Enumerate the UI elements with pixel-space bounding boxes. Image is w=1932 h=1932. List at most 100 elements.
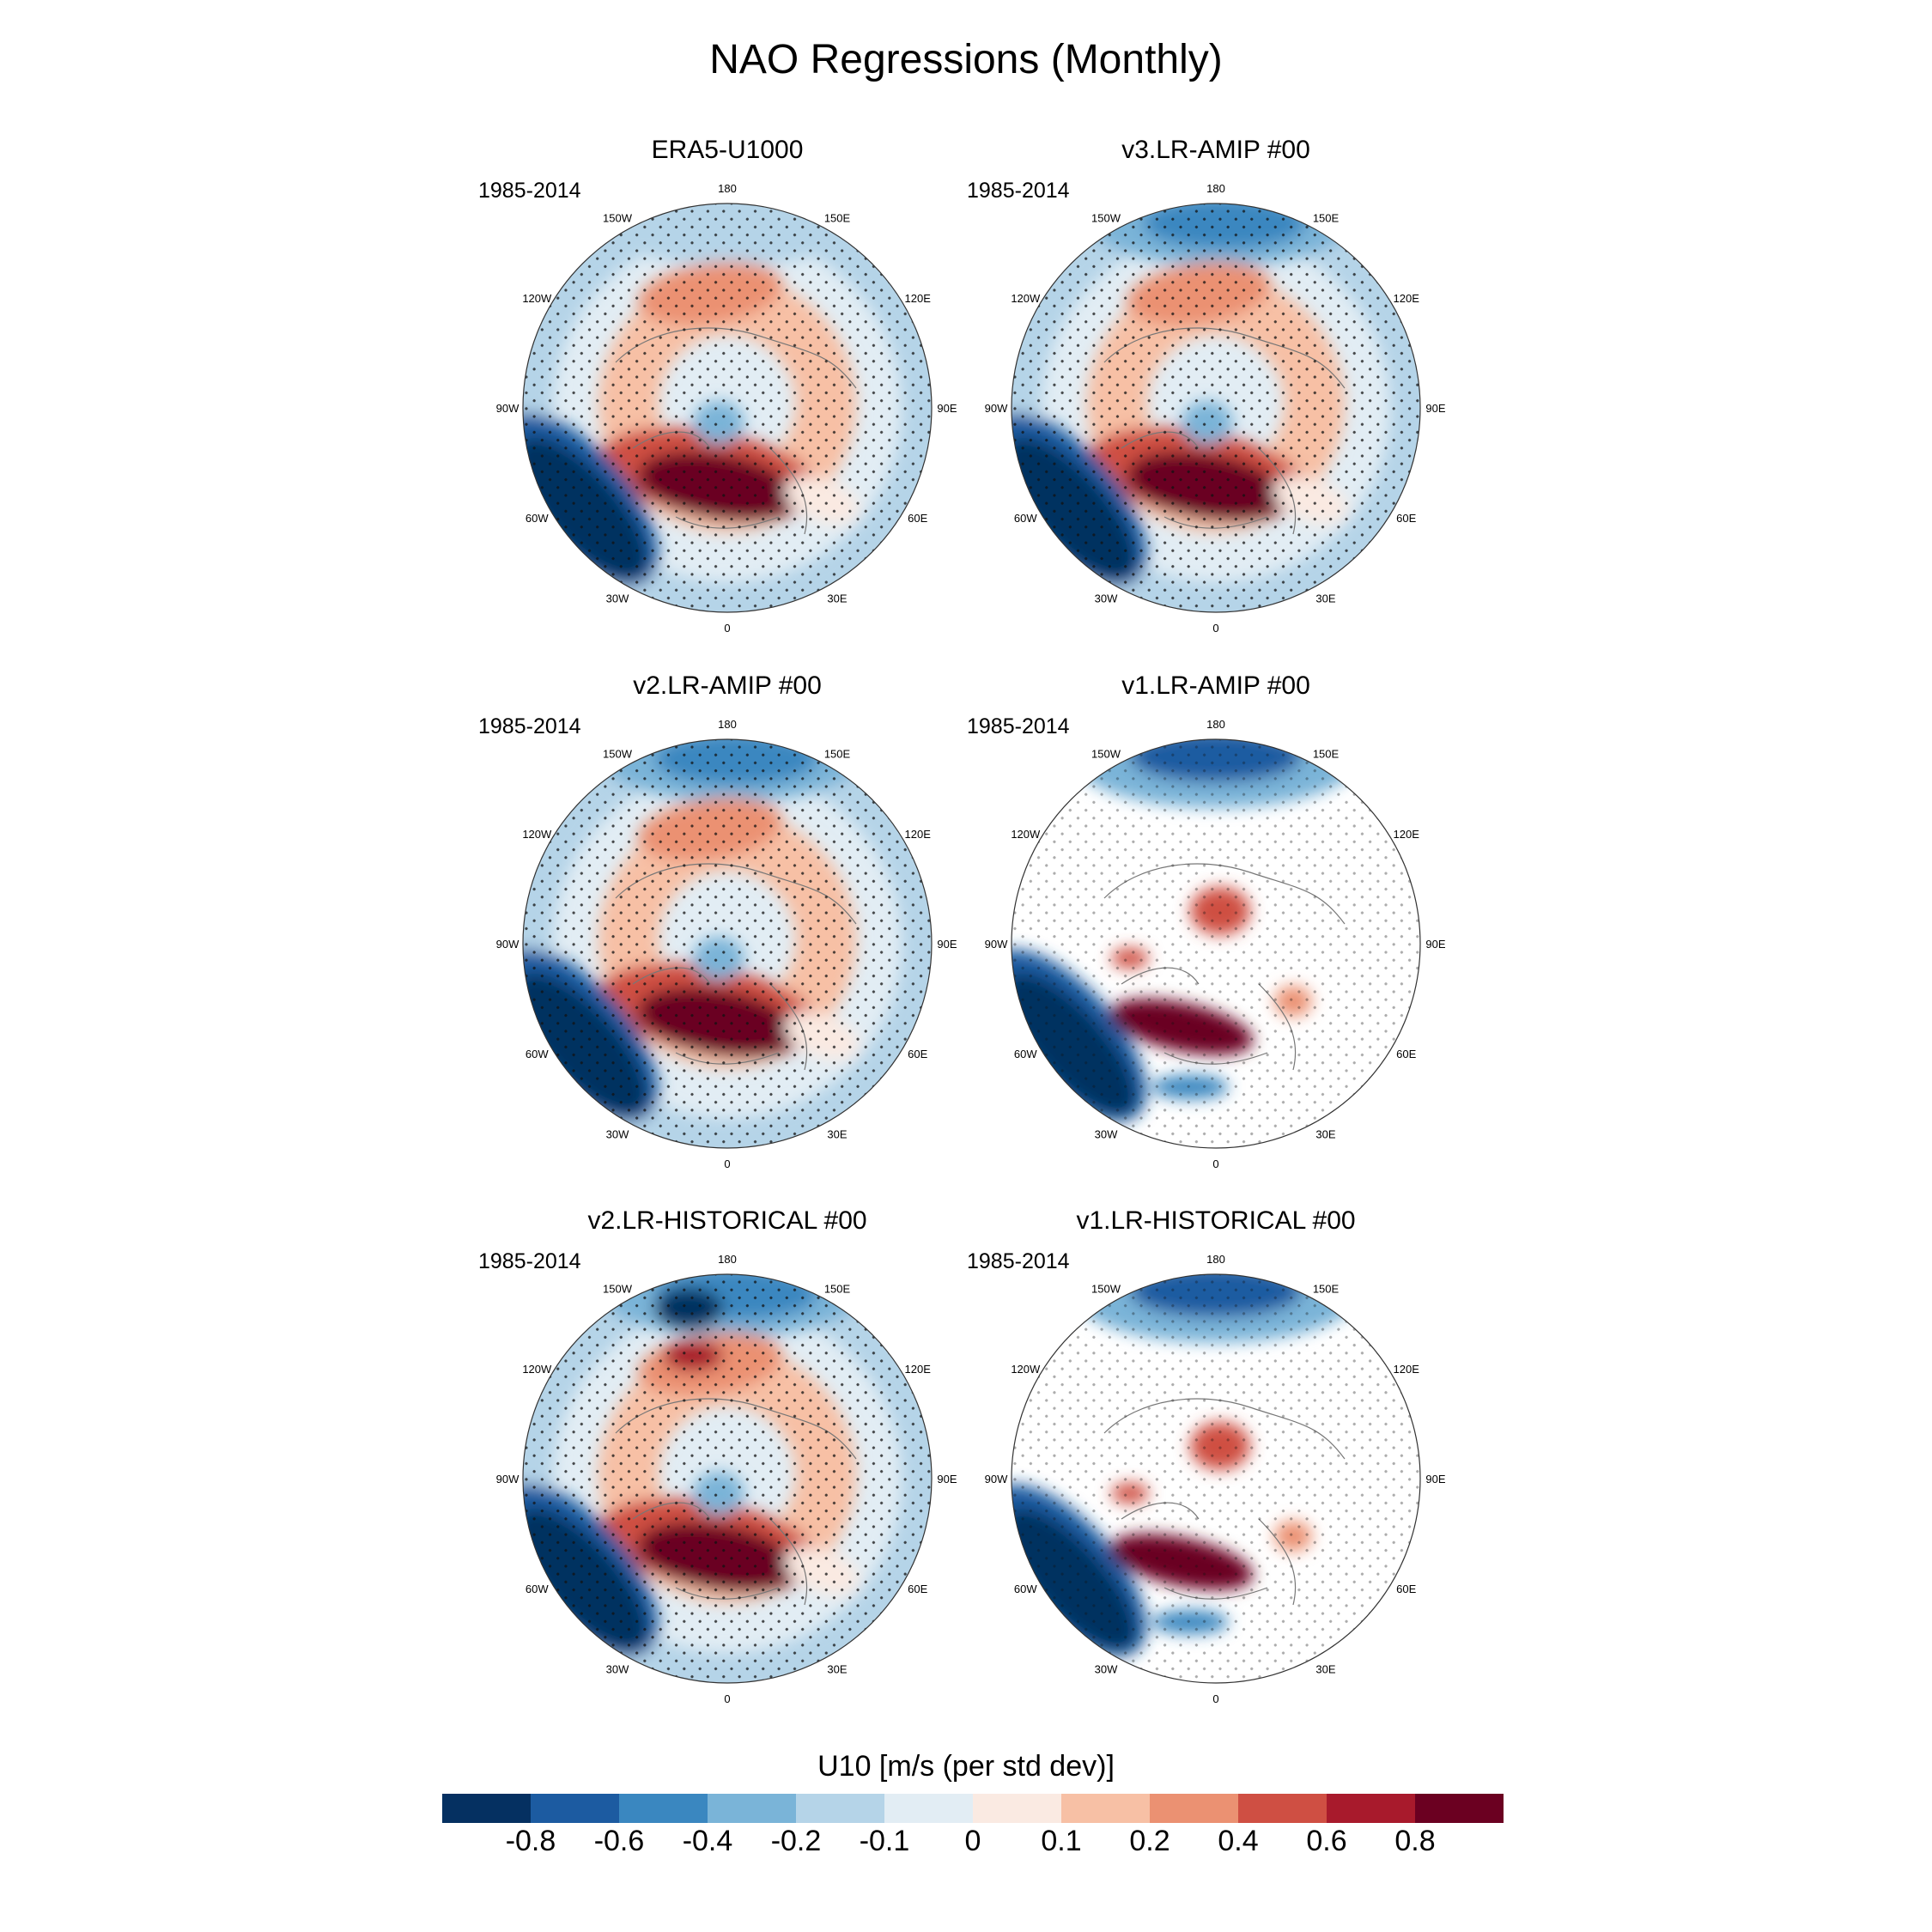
colorbar-swatch: [796, 1794, 885, 1823]
lon-label: 30W: [1095, 592, 1118, 605]
lon-label: 60E: [1396, 1048, 1416, 1060]
lon-label: 90W: [985, 938, 1008, 951]
polar-map: 180 150E 120E 90E 60E 30E 0 30W 60W 90W 120W 150W: [985, 182, 1446, 635]
lon-label: 30E: [1315, 1663, 1335, 1676]
colorbar-tick-label: -0.1: [859, 1825, 910, 1857]
panel-title: v1.LR-AMIP #00: [1121, 671, 1310, 700]
lon-label: 0: [724, 622, 730, 635]
lon-label: 60W: [1014, 1583, 1037, 1595]
lon-label: 150E: [1313, 1282, 1340, 1295]
lon-label: 120W: [1011, 1363, 1041, 1376]
lon-label: 180: [1206, 1253, 1225, 1266]
lon-label: 60W: [1014, 512, 1037, 525]
panel-title: v2.LR-HISTORICAL #00: [587, 1206, 867, 1235]
colorbar-tick-label: 0.2: [1129, 1825, 1170, 1857]
lon-label: 120W: [1011, 292, 1041, 305]
lon-label: 90E: [937, 1473, 957, 1485]
period-label: 1985-2014: [967, 179, 1070, 203]
lon-label: 150E: [824, 211, 851, 224]
panel-title: v1.LR-HISTORICAL #00: [1076, 1206, 1356, 1235]
colorbar-swatch: [708, 1794, 797, 1823]
colorbar-tick-label: 0.6: [1306, 1825, 1347, 1857]
colorbar-swatch: [531, 1794, 620, 1823]
polar-map: 180 150E 120E 90E 60E 30E 0 30W 60W 90W 120W 150W: [985, 718, 1446, 1170]
colorbar-swatch: [619, 1794, 708, 1823]
colorbar-title: U10 [m/s (per std dev)]: [817, 1750, 1115, 1783]
lon-label: 90W: [496, 402, 519, 415]
lon-label: 90W: [985, 402, 1008, 415]
panel-title: v2.LR-AMIP #00: [633, 671, 822, 700]
lon-label: 60E: [1396, 512, 1416, 525]
lon-label: 150W: [603, 211, 633, 224]
lon-label: 180: [718, 1253, 737, 1266]
lon-label: 180: [1206, 718, 1225, 731]
lon-label: 30W: [1095, 1128, 1118, 1141]
lon-label: 120E: [905, 1363, 932, 1376]
colorbar-tick-label: 0.1: [1041, 1825, 1082, 1857]
lon-label: 30W: [606, 1663, 629, 1676]
lon-label: 30E: [827, 1128, 847, 1141]
lon-label: 90E: [1425, 402, 1445, 415]
map-panel-v3-amip: 180 150E 120E 90E 60E 30E 0 30W 60W 90W 120W 150W v…: [967, 136, 1456, 671]
colorbar-swatch: [884, 1794, 974, 1823]
lon-label: 90E: [1425, 1473, 1445, 1485]
colorbar-swatch: [1327, 1794, 1416, 1823]
lon-label: 120E: [1394, 1363, 1420, 1376]
polar-map: 180 150E 120E 90E 60E 30E 0 30W 60W 90W 120W 150W: [496, 718, 957, 1170]
map-panel-era5: 180 150E 120E 90E 60E 30E 0 30W 60W 90W 120W 150W E…: [478, 136, 968, 671]
polar-map: 180 150E 120E 90E 60E 30E 0 30W 60W 90W 120W 150W: [496, 1253, 957, 1705]
lon-label: 150W: [603, 1282, 633, 1295]
lon-label: 180: [718, 718, 737, 731]
map-panel-v2-historical: 180 150E 120E 90E 60E 30E 0 30W 60W 90W 120W 150W v…: [478, 1206, 968, 1742]
lon-label: 150E: [824, 1282, 851, 1295]
colorbar-swatch: [973, 1794, 1062, 1823]
lon-label: 150E: [824, 747, 851, 760]
lon-label: 150E: [1313, 747, 1340, 760]
lon-label: 60W: [1014, 1048, 1037, 1060]
lon-label: 60E: [908, 512, 927, 525]
colorbar-tick-label: 0.8: [1394, 1825, 1436, 1857]
lon-label: 90W: [496, 1473, 519, 1485]
colorbar-swatch: [1150, 1794, 1239, 1823]
period-label: 1985-2014: [478, 714, 581, 738]
lon-label: 0: [1212, 1157, 1218, 1170]
lon-label: 60W: [526, 1048, 549, 1060]
colorbar-swatch: [1415, 1794, 1504, 1823]
lon-label: 150W: [1091, 211, 1121, 224]
panel-title: v3.LR-AMIP #00: [1121, 136, 1310, 164]
colorbar-tick-label: -0.4: [682, 1825, 733, 1857]
lon-label: 30E: [827, 1663, 847, 1676]
lon-label: 120E: [1394, 828, 1420, 841]
lon-label: 30W: [1095, 1663, 1118, 1676]
polar-map: 180 150E 120E 90E 60E 30E 0 30W 60W 90W 120W 150W: [985, 1253, 1446, 1705]
lon-label: 0: [1212, 1692, 1218, 1705]
colorbar-tick-label: -0.2: [770, 1825, 822, 1857]
lon-label: 180: [718, 182, 737, 195]
lon-label: 90E: [937, 938, 957, 951]
lon-label: 120W: [522, 1363, 552, 1376]
lon-label: 0: [724, 1157, 730, 1170]
period-label: 1985-2014: [967, 714, 1070, 738]
lon-label: 60W: [526, 512, 549, 525]
colorbar-tick-label: -0.6: [593, 1825, 645, 1857]
map-panel-v1-historical: 180 150E 120E 90E 60E 30E 0 30W 60W 90W 120W 150W v…: [967, 1206, 1456, 1742]
colorbar-swatch: [442, 1794, 532, 1823]
lon-label: 0: [1212, 622, 1218, 635]
lon-label: 90E: [1425, 938, 1445, 951]
lon-label: 120W: [522, 828, 552, 841]
period-label: 1985-2014: [478, 1249, 581, 1273]
lon-label: 120E: [905, 828, 932, 841]
period-label: 1985-2014: [967, 1249, 1070, 1273]
lon-label: 120W: [1011, 828, 1041, 841]
lon-label: 120E: [1394, 292, 1420, 305]
lon-label: 60E: [908, 1048, 927, 1060]
panel-title: ERA5-U1000: [651, 136, 804, 164]
lon-label: 180: [1206, 182, 1225, 195]
colorbar-swatch: [1061, 1794, 1151, 1823]
map-panel-v2-amip: 180 150E 120E 90E 60E 30E 0 30W 60W 90W 120W 150W v…: [478, 671, 968, 1207]
lon-label: 90W: [985, 1473, 1008, 1485]
lon-label: 30W: [606, 592, 629, 605]
lon-label: 120W: [522, 292, 552, 305]
lon-label: 120E: [905, 292, 932, 305]
lon-label: 0: [724, 1692, 730, 1705]
